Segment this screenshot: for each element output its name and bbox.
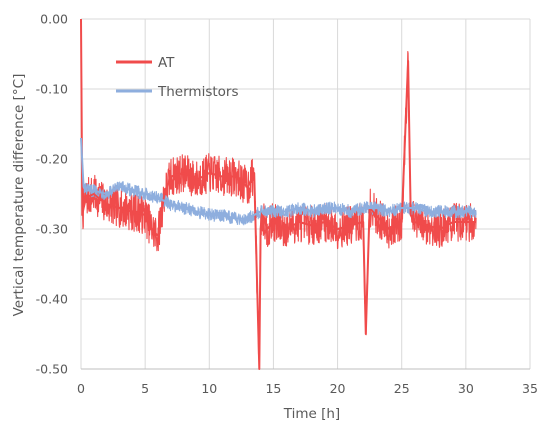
x-tick-label: 10 xyxy=(201,381,217,396)
x-axis-label: Time [h] xyxy=(283,406,340,422)
x-tick-label: 5 xyxy=(141,381,149,396)
y-tick-label: 0.00 xyxy=(40,12,68,27)
y-tick-label: -0.50 xyxy=(36,362,68,377)
plot-area xyxy=(80,18,477,370)
legend-label-at: AT xyxy=(158,55,175,71)
x-tick-label: 35 xyxy=(522,381,538,396)
y-tick-label: -0.10 xyxy=(36,82,68,97)
tick-labels: 0 5 10 15 20 25 30 35 0.00 -0.10 -0.20 -0.30 -0.40 -0… xyxy=(36,12,538,397)
y-tick-label: -0.20 xyxy=(36,152,68,167)
x-tick-label: 30 xyxy=(458,381,474,396)
legend: AT Thermistors xyxy=(116,55,239,100)
y-axis-label: Vertical temperature difference [°C] xyxy=(11,74,27,317)
x-tick-label: 0 xyxy=(77,381,85,396)
legend-label-thermistors: Thermistors xyxy=(157,84,239,100)
x-tick-label: 20 xyxy=(330,381,346,396)
y-tick-label: -0.30 xyxy=(36,222,68,237)
series-line-at xyxy=(80,18,477,370)
y-tick-label: -0.40 xyxy=(36,292,68,307)
x-tick-label: 25 xyxy=(394,381,410,396)
x-tick-label: 15 xyxy=(265,381,281,396)
series-line-thermistors xyxy=(80,137,477,220)
